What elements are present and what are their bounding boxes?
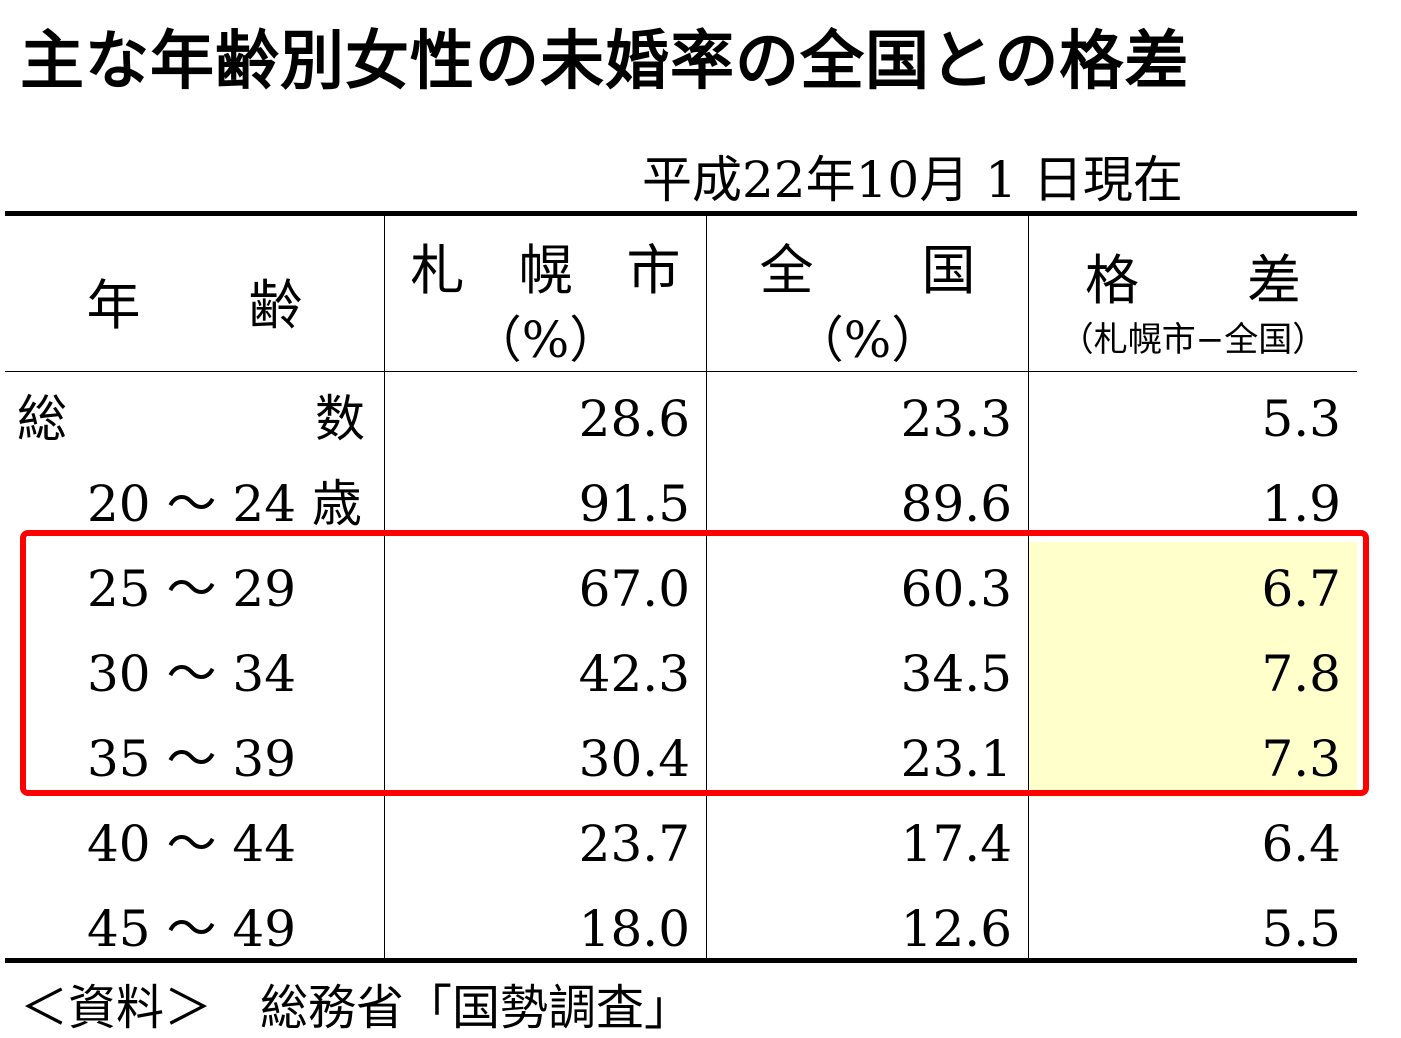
header-divider [5, 371, 1357, 372]
sapporo-cell: 23.7 [578, 815, 690, 873]
diff-cell: 7.8 [1261, 645, 1341, 703]
chart-title: 主な年齢別女性の未婚率の全国との格差 [20, 25, 1190, 99]
national-cell: 34.5 [900, 645, 1012, 703]
diff-highlight [1029, 542, 1357, 797]
diff-cell: 6.7 [1261, 560, 1341, 618]
age-cell: 25 〜 29 [87, 560, 297, 618]
national-cell: 17.4 [900, 815, 1012, 873]
diff-cell: 6.4 [1261, 815, 1341, 873]
col-divider [706, 216, 707, 958]
data-table: 年 齢 札 幌 市 （%） 全 国 （%） 格 差 （札幌市−全国） 総 数 2… [5, 211, 1357, 963]
header-diff: 格 差 [1085, 249, 1301, 312]
col-divider [384, 216, 385, 958]
date-label: 平成22年10月 1 日現在 [642, 151, 1183, 209]
sapporo-cell: 42.3 [578, 645, 690, 703]
col-divider [1028, 216, 1029, 958]
diff-cell: 7.3 [1261, 730, 1341, 788]
header-diff-sub: （札幌市−全国） [1059, 320, 1327, 360]
header-sapporo: 札 幌 市 [410, 239, 681, 302]
national-cell: 23.1 [900, 730, 1012, 788]
diff-cell: 1.9 [1261, 475, 1341, 533]
age-cell: 40 〜 44 [87, 815, 297, 873]
national-cell: 12.6 [900, 900, 1012, 958]
header-national-unit: （%） [793, 311, 942, 369]
total-label-left: 総 [17, 390, 67, 448]
header-sapporo-unit: （%） [471, 311, 620, 369]
sapporo-cell: 18.0 [578, 900, 690, 958]
sapporo-cell: 91.5 [578, 475, 690, 533]
highlight-box [20, 530, 1369, 796]
age-cell: 45 〜 49 [87, 900, 297, 958]
national-cell: 89.6 [900, 475, 1012, 533]
national-cell: 23.3 [900, 390, 1012, 448]
sapporo-cell: 67.0 [578, 560, 690, 618]
sapporo-cell: 28.6 [578, 390, 690, 448]
diff-cell: 5.5 [1261, 900, 1341, 958]
diff-cell: 5.3 [1261, 390, 1341, 448]
header-age: 年 齢 [86, 274, 303, 337]
source-note: ＜資料＞ 総務省「国勢調査」 [20, 980, 693, 1036]
total-label-right: 数 [315, 390, 365, 448]
age-cell: 35 〜 39 [87, 730, 297, 788]
national-cell: 60.3 [900, 560, 1012, 618]
sapporo-cell: 30.4 [578, 730, 690, 788]
header-national: 全 国 [759, 239, 976, 302]
age-cell: 30 〜 34 [87, 645, 297, 703]
age-cell: 20 〜 24 歳 [87, 475, 362, 533]
